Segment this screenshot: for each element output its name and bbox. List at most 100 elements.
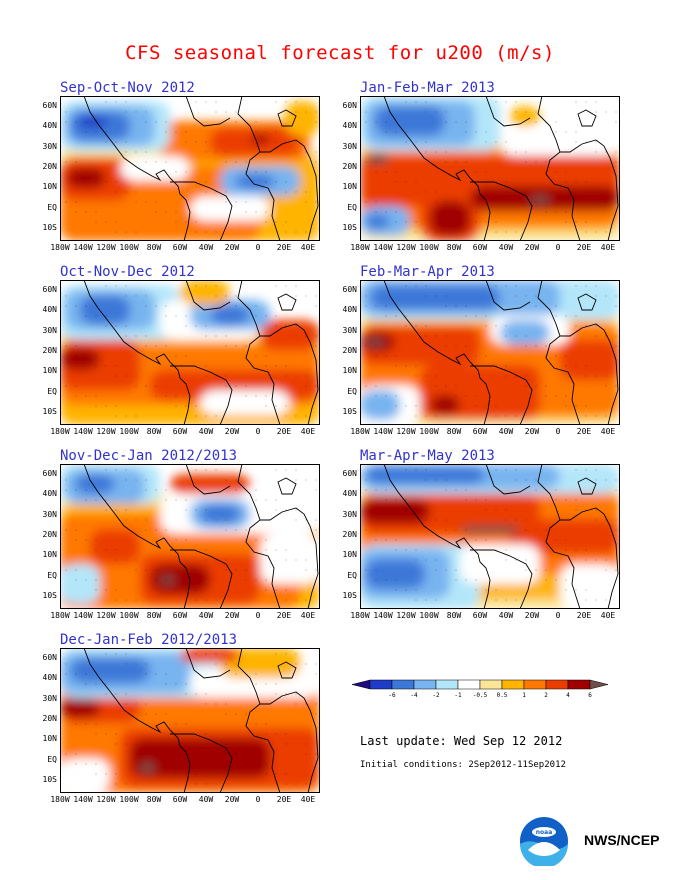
y-tick-label: 30N — [342, 510, 357, 519]
x-tick-label: 120W — [396, 243, 416, 252]
forecast-map-fma — [360, 280, 620, 425]
x-tick-label: 80W — [446, 611, 462, 620]
x-tick-label: 20W — [524, 427, 540, 436]
x-tick-label: 80W — [146, 795, 162, 804]
y-tick-label: 60N — [342, 285, 357, 294]
x-tick-label: 40E — [300, 427, 316, 436]
x-tick-label: 0 — [555, 243, 561, 252]
y-tick-label: 10S — [342, 591, 357, 600]
x-tick-label: 0 — [255, 611, 261, 620]
panel-title-mam: Mar-Apr-May 2013 — [360, 448, 495, 464]
x-tick-label: 120W — [96, 795, 116, 804]
x-axis-labels: 180W 140W 120W 100W 80W 60W 40W 20W 0 20E 40E — [50, 611, 320, 621]
x-tick-label: 120W — [96, 427, 116, 436]
x-tick-label: 100W — [119, 243, 139, 252]
legend-label: -4 — [410, 692, 418, 699]
y-tick-label: 10N — [42, 366, 57, 375]
x-tick-label: 120W — [396, 427, 416, 436]
y-tick-label: 10N — [342, 182, 357, 191]
y-tick-label: EQ — [47, 755, 57, 764]
legend-label: 6 — [588, 692, 592, 699]
x-tick-label: 180W — [350, 427, 370, 436]
legend-label: 4 — [566, 692, 570, 699]
y-tick-label: 10S — [42, 223, 57, 232]
forecast-map-ndj — [60, 464, 320, 609]
legend-label: -0.5 — [473, 692, 488, 699]
legend-label: 0.5 — [497, 692, 508, 699]
last-update: Last update: Wed Sep 12 2012 — [360, 734, 563, 748]
x-tick-label: 0 — [255, 427, 261, 436]
y-tick-label: 20N — [342, 162, 357, 171]
x-tick-label: 40W — [498, 611, 514, 620]
y-tick-label: EQ — [347, 571, 357, 580]
x-axis-labels: 180W 140W 120W 100W 80W 60W 40W 20W 0 20E 40E — [50, 427, 320, 437]
y-tick-label: 20N — [342, 530, 357, 539]
x-tick-label: 80W — [146, 427, 162, 436]
x-tick-label: 80W — [146, 243, 162, 252]
legend-color-swatch — [457, 679, 481, 690]
x-tick-label: 180W — [350, 611, 370, 620]
y-tick-label: EQ — [47, 203, 57, 212]
y-tick-label: 60N — [342, 101, 357, 110]
x-axis-labels: 180W 140W 120W 100W 80W 60W 40W 20W 0 20E 40E — [50, 795, 320, 805]
x-tick-label: 60W — [472, 243, 488, 252]
x-tick-label: 180W — [50, 243, 70, 252]
nws-ncep-label: NWS/NCEP — [584, 832, 660, 848]
x-axis-labels: 180W 140W 120W 100W 80W 60W 40W 20W 0 20E 40E — [350, 427, 620, 437]
y-tick-label: 20N — [42, 346, 57, 355]
x-tick-label: 120W — [396, 611, 416, 620]
x-tick-label: 180W — [50, 611, 70, 620]
y-tick-label: 10S — [42, 775, 57, 784]
x-tick-label: 140W — [73, 427, 93, 436]
y-tick-label: 30N — [342, 142, 357, 151]
panel-title-son: Sep-Oct-Nov 2012 — [60, 80, 195, 96]
x-tick-label: 20W — [224, 427, 240, 436]
x-tick-label: 60W — [172, 427, 188, 436]
forecast-map-son — [60, 96, 320, 241]
y-tick-label: 20N — [42, 714, 57, 723]
x-tick-label: 20E — [576, 427, 592, 436]
x-tick-label: 180W — [350, 243, 370, 252]
legend-label: -1 — [454, 692, 462, 699]
x-tick-label: 80W — [446, 243, 462, 252]
x-tick-label: 20E — [276, 427, 292, 436]
y-tick-label: 30N — [342, 326, 357, 335]
x-tick-label: 20E — [276, 611, 292, 620]
legend-color-swatch — [352, 679, 371, 690]
legend-color-swatch — [523, 679, 547, 690]
legend-color-swatch — [589, 679, 609, 690]
x-tick-label: 40W — [498, 427, 514, 436]
legend-color-swatch — [435, 679, 459, 690]
x-tick-label: 40E — [600, 611, 616, 620]
x-tick-label: 140W — [73, 243, 93, 252]
legend-color-swatch — [501, 679, 525, 690]
legend-label: -2 — [432, 692, 440, 699]
y-tick-label: EQ — [347, 387, 357, 396]
x-tick-label: 60W — [172, 795, 188, 804]
legend-label: 1 — [522, 692, 526, 699]
x-tick-label: 20W — [524, 243, 540, 252]
y-tick-label: 40N — [342, 489, 357, 498]
x-axis-labels: 180W 140W 120W 100W 80W 60W 40W 20W 0 20E 40E — [50, 243, 320, 253]
x-tick-label: 180W — [50, 795, 70, 804]
x-tick-label: 0 — [255, 243, 261, 252]
x-tick-label: 140W — [373, 243, 393, 252]
y-tick-label: 30N — [42, 694, 57, 703]
x-tick-label: 100W — [119, 795, 139, 804]
x-tick-label: 120W — [96, 611, 116, 620]
x-tick-label: 20W — [224, 795, 240, 804]
x-tick-label: 40W — [498, 243, 514, 252]
y-tick-label: EQ — [47, 571, 57, 580]
x-tick-label: 60W — [172, 611, 188, 620]
page-title: CFS seasonal forecast for u200 (m/s) — [125, 42, 555, 64]
x-tick-label: 0 — [255, 795, 261, 804]
y-tick-label: 30N — [42, 326, 57, 335]
forecast-map-ond — [60, 280, 320, 425]
y-tick-label: 60N — [342, 469, 357, 478]
x-tick-label: 0 — [555, 611, 561, 620]
x-tick-label: 140W — [73, 795, 93, 804]
x-tick-label: 40W — [198, 427, 214, 436]
legend-color-swatch — [369, 679, 393, 690]
x-tick-label: 40W — [198, 243, 214, 252]
x-tick-label: 40W — [198, 795, 214, 804]
